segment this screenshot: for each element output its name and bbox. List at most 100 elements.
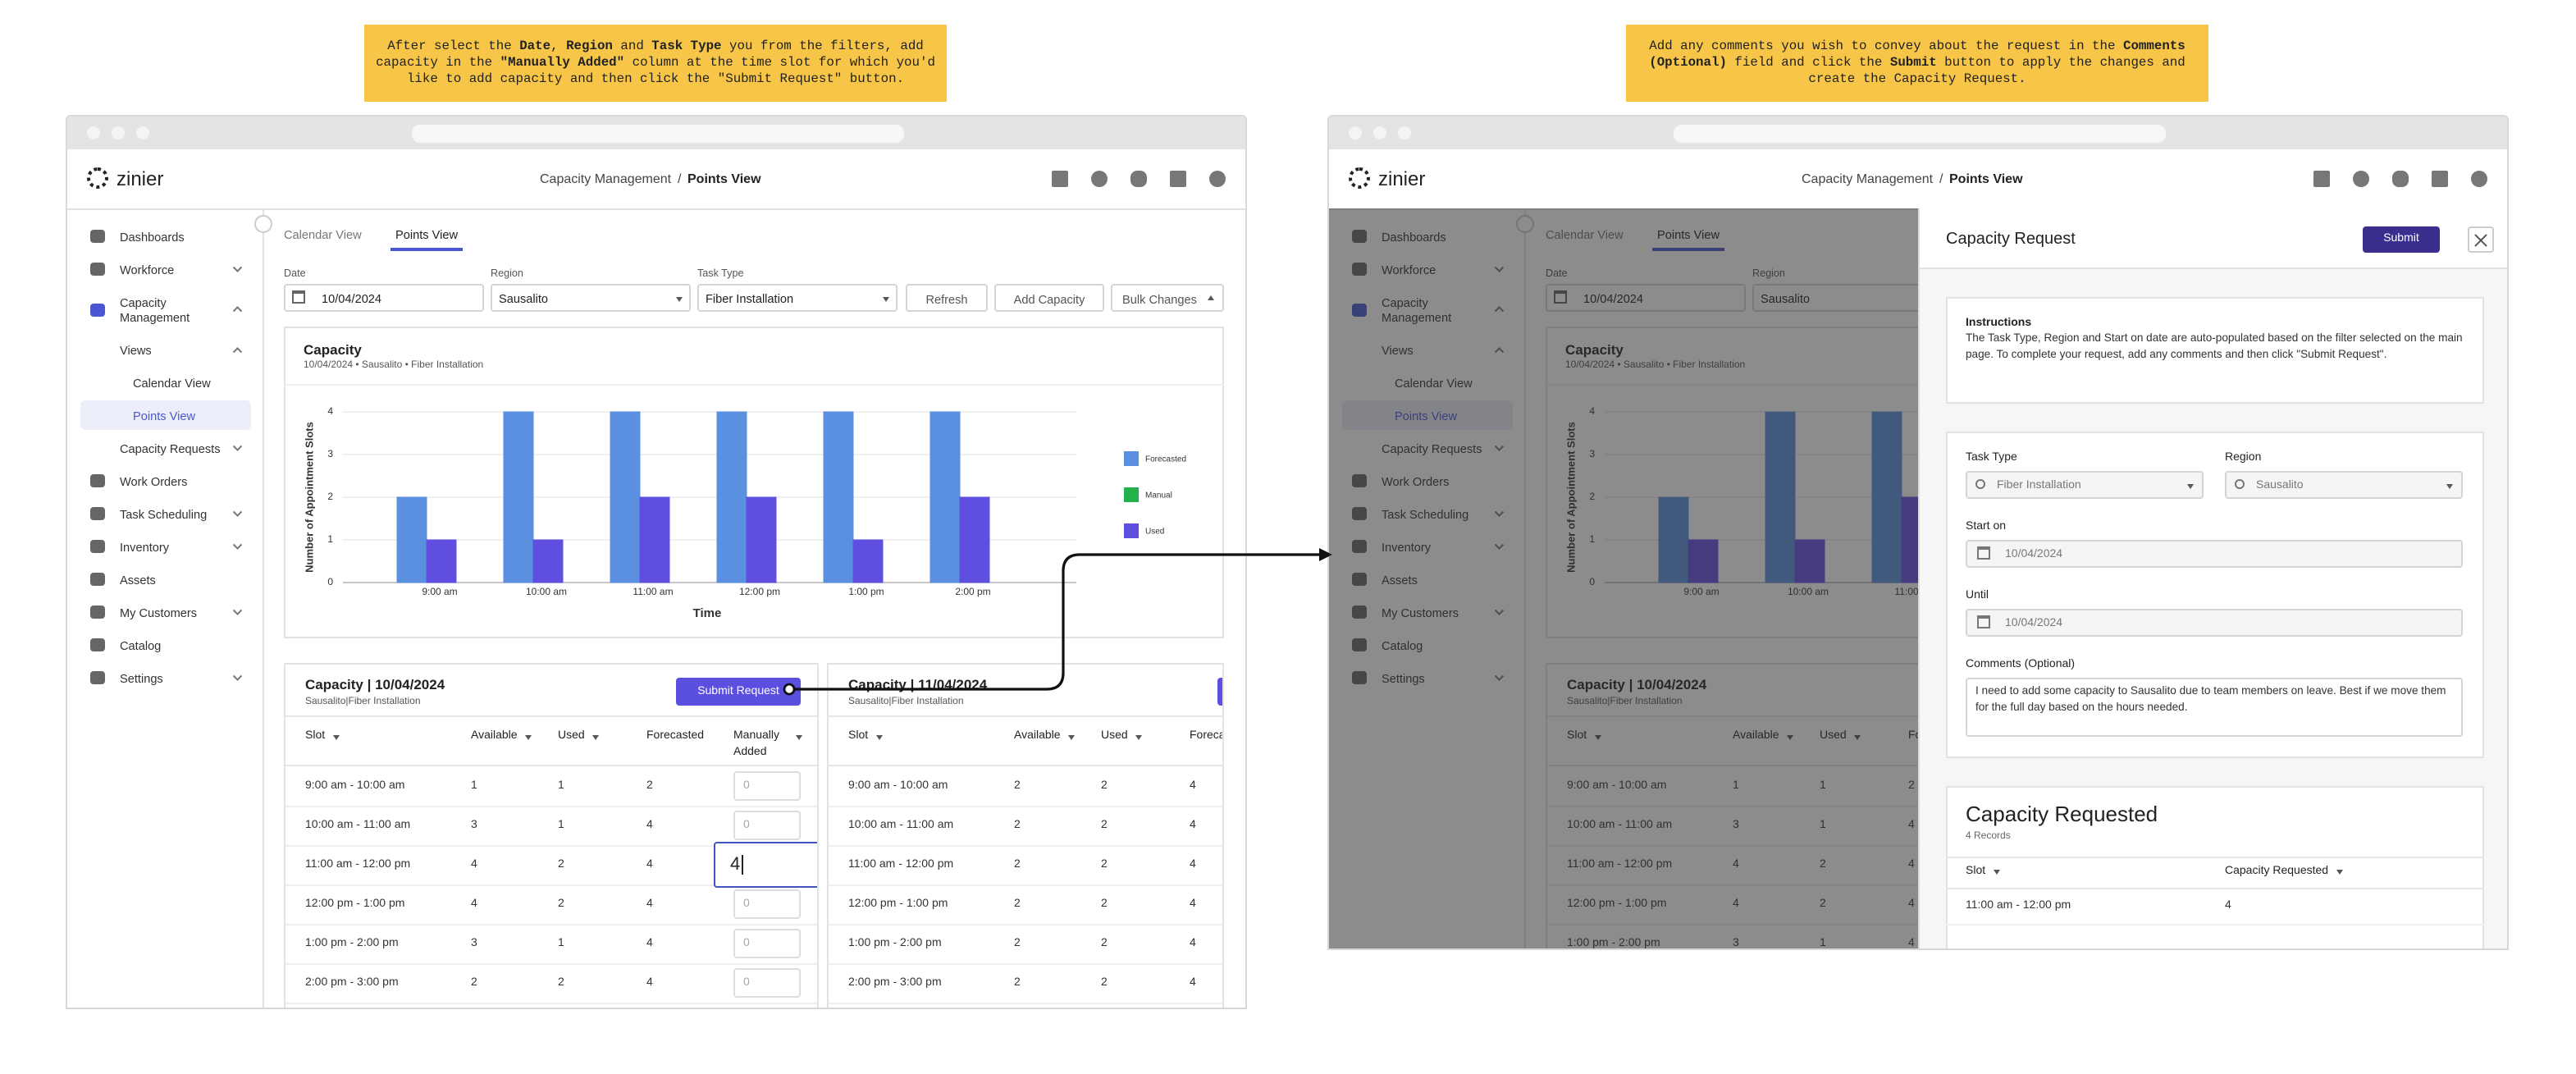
chart-card [284,327,1224,638]
cell: 3 [471,938,477,949]
cell: 3 [471,820,477,831]
field-value: 10/04/2024 [2005,548,2063,560]
header-icon[interactable] [2432,171,2448,187]
cell: 1 [471,780,477,792]
window-dot [1398,126,1411,139]
column-header[interactable]: Available [1014,730,1061,742]
column-header[interactable]: Manually Added [733,730,780,758]
column-header[interactable]: Forecasted [646,730,705,742]
column-header[interactable]: Forecasted [1190,730,1222,742]
tab[interactable]: Calendar View [284,227,362,242]
field-label: Start on [1966,521,2007,532]
toolbar-button[interactable]: Add Capacity [994,284,1104,312]
cell: 2 [1014,898,1021,910]
header-icon[interactable] [2471,171,2487,187]
logo-icon [87,167,108,189]
input[interactable] [733,889,801,919]
caret-icon [1994,870,2000,875]
header-icon[interactable] [2392,171,2409,187]
column-header[interactable]: Used [558,730,585,742]
filter-input[interactable] [697,284,897,312]
submit-request-button[interactable]: Submit Request [676,678,801,706]
input-value: 0 [743,977,750,989]
tab[interactable]: Points View [395,227,458,242]
toolbar-button[interactable]: Bulk Changes [1111,284,1224,312]
date-input[interactable] [1966,540,2463,568]
y-tick-label: 3 [327,448,333,459]
nav-item[interactable]: Capacity Management [120,295,190,324]
select-input[interactable] [1966,471,2204,499]
nav-item[interactable]: Views [120,342,152,357]
nav-item[interactable]: Catalog [120,638,162,652]
cell: 4 [646,938,653,949]
search-icon [2235,479,2245,489]
side-panel: Capacity Request Submit Instructions The Ta… [1918,208,2507,948]
input[interactable] [733,968,801,998]
cell: 2 [1014,780,1021,792]
nav-active-bg [80,400,251,430]
input[interactable] [733,929,801,958]
input[interactable] [733,771,801,801]
nav-item[interactable]: Assets [120,572,156,587]
filter-input[interactable] [284,284,484,312]
nav-item[interactable]: Settings [120,670,163,685]
header-icon[interactable] [2313,171,2330,187]
active-input[interactable] [714,842,817,888]
cell: 2 [1101,977,1108,989]
column-header[interactable]: Capacity Requested [2225,866,2329,877]
header-icon[interactable] [1209,171,1226,187]
header-icon[interactable] [1052,171,1068,187]
comments-input[interactable] [1966,678,2463,737]
legend-label: Used [1145,528,1164,537]
submit-button[interactable]: Submit [2363,226,2440,253]
toolbar-button[interactable]: Refresh [906,284,988,312]
column-header[interactable]: Slot [848,730,869,742]
nav-item[interactable]: Calendar View [133,375,211,390]
divider [829,765,1222,766]
nav-item[interactable]: Workforce [120,262,175,276]
callout-text: Add any comments you wish to convey abou… [1637,39,2197,88]
calendar-icon [1977,546,1990,560]
caret-icon [333,735,340,740]
column-header[interactable]: Available [471,730,518,742]
cell: 4 [471,898,477,910]
cell: 2 [558,977,564,989]
y-tick-label: 4 [327,405,333,417]
nav-item[interactable]: Inventory [120,539,170,554]
date-input[interactable] [1966,609,2463,637]
button-edge [1217,678,1222,706]
column-header[interactable]: Slot [305,730,326,742]
table-card: Capacity | 10/04/2024 Sausalito|Fiber Ins… [284,663,819,1008]
nav-item[interactable]: Dashboards [120,229,185,244]
url-bar [412,125,904,143]
collapse-button[interactable] [254,215,272,233]
column-header[interactable]: Slot [1966,866,1986,877]
tab-underline [391,248,463,250]
breadcrumb: Points View [687,171,761,186]
nav-icon [90,638,105,651]
header-icon[interactable] [1170,171,1186,187]
input-value: 0 [743,898,750,910]
nav-icon [90,263,105,276]
caret-icon [1135,735,1142,740]
nav-item[interactable]: Work Orders [120,473,188,488]
header-icon[interactable] [2353,171,2369,187]
nav-item[interactable]: My Customers [120,605,198,619]
header-icon[interactable] [1091,171,1108,187]
cell: 11:00 am - 12:00 pm [848,859,954,871]
divider [829,715,1222,717]
select-input[interactable] [2225,471,2463,499]
nav-item[interactable]: Capacity Requests [120,441,221,455]
header-icon[interactable] [1130,171,1147,187]
logo-text: zinier [116,167,164,190]
nav-icon [90,230,105,243]
input[interactable] [733,811,801,840]
column-header[interactable]: Used [1101,730,1128,742]
filter-input[interactable] [491,284,691,312]
nav-item[interactable]: Task Scheduling [120,506,208,521]
legend-swatch [1124,451,1139,466]
legend-swatch [1124,487,1139,502]
callout-piece: button to apply the changes and create t… [1808,55,2185,86]
nav-item[interactable]: Points View [133,408,195,423]
